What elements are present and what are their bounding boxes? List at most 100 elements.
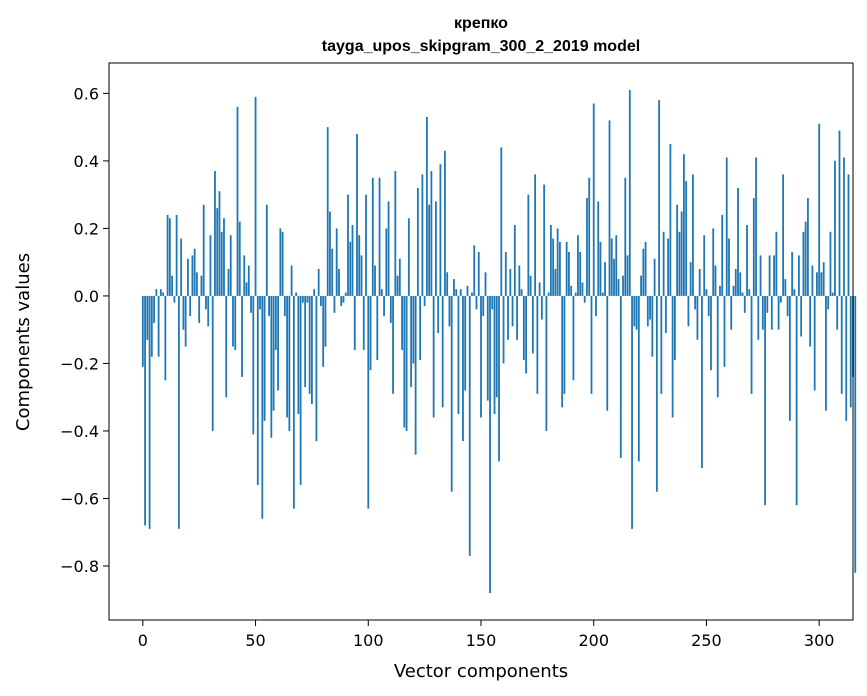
bar-213 (622, 275, 624, 296)
bar-160 (502, 295, 505, 364)
bar-34 (218, 191, 221, 296)
bar-252 (710, 295, 712, 371)
bar-38 (227, 268, 230, 296)
bar-189 (568, 252, 570, 296)
bar-227 (653, 258, 656, 296)
bar-132 (439, 164, 442, 296)
bar-57 (270, 295, 273, 438)
bar-243 (689, 262, 692, 296)
bar-153 (486, 295, 489, 401)
bar-177 (540, 295, 543, 320)
bar-106 (380, 289, 383, 296)
bar-79 (320, 295, 322, 307)
y-tick-label: 0.0 (74, 287, 99, 306)
bar-199 (590, 295, 593, 394)
bar-259 (725, 157, 728, 296)
bar-29 (207, 295, 210, 327)
bar-129 (432, 295, 435, 418)
bar-41 (234, 295, 237, 350)
bar-173 (531, 295, 534, 354)
bar-175 (536, 295, 539, 394)
bar-107 (383, 295, 385, 317)
bar-212 (619, 295, 622, 458)
bar-186 (561, 295, 564, 408)
x-axis-ticks: 0 50 100 150 200 250 300 (138, 620, 834, 650)
bar-80 (322, 295, 325, 367)
bar-11 (166, 214, 169, 296)
bar-267 (743, 295, 746, 313)
bar-188 (565, 241, 568, 296)
bar-206 (606, 295, 609, 411)
bar-92 (349, 241, 352, 296)
bar-82 (326, 127, 329, 296)
bar-309 (838, 130, 841, 296)
bar-47 (247, 265, 250, 296)
bar-39 (229, 235, 232, 296)
bar-241 (685, 181, 688, 296)
bar-122 (416, 187, 419, 296)
bar-119 (410, 295, 413, 388)
bar-265 (739, 272, 742, 296)
bar-36 (223, 218, 225, 296)
bar-18 (182, 295, 185, 330)
bar-141 (459, 289, 462, 296)
bar-118 (407, 218, 410, 296)
bar-303 (825, 295, 827, 411)
bar-5 (153, 295, 155, 323)
bar-121 (414, 295, 417, 455)
bar-148 (475, 295, 478, 310)
bar-2 (146, 295, 149, 340)
bar-307 (834, 160, 836, 296)
bar-142 (462, 295, 464, 442)
bar-266 (741, 292, 744, 296)
bar-238 (678, 231, 681, 296)
bar-64 (286, 295, 289, 418)
bar-138 (453, 279, 455, 296)
bar-251 (707, 295, 710, 317)
bar-105 (378, 177, 381, 296)
bar-168 (520, 289, 523, 296)
y-axis-ticks: −0.8 −0.6 −0.4 −0.2 0.0 0.2 0.4 0.6 (60, 84, 109, 576)
bar-54 (263, 295, 266, 421)
bar-10 (164, 295, 167, 381)
chart-subtitle: tayga_upos_skipgram_300_2_2019 model (322, 38, 640, 55)
bar-0 (141, 295, 144, 367)
bar-31 (211, 295, 214, 431)
bar-244 (692, 174, 694, 296)
bar-52 (259, 295, 261, 310)
bar-287 (788, 295, 791, 421)
bar-135 (446, 272, 449, 296)
bar-131 (437, 295, 440, 334)
bar-271 (752, 198, 755, 296)
bar-70 (299, 295, 302, 485)
bar-124 (421, 174, 424, 296)
bar-74 (308, 295, 311, 394)
x-tick-label: 100 (353, 631, 384, 650)
bar-17 (180, 238, 183, 296)
bar-85 (333, 295, 336, 313)
bar-232 (664, 295, 667, 334)
bar-7 (157, 295, 160, 357)
bar-297 (811, 265, 814, 296)
bar-236 (673, 295, 676, 361)
bar-73 (306, 295, 309, 303)
bar-268 (746, 225, 748, 296)
bar-59 (274, 295, 277, 350)
bar-15 (175, 214, 178, 296)
bar-222 (642, 248, 645, 296)
bar-260 (728, 238, 730, 296)
bar-228 (655, 295, 658, 492)
bar-255 (716, 295, 719, 398)
bar-237 (676, 204, 679, 296)
bar-270 (750, 295, 753, 394)
bar-66 (290, 265, 293, 296)
bar-163 (509, 268, 512, 296)
bar-158 (498, 295, 500, 462)
bar-13 (171, 275, 174, 296)
bar-240 (683, 154, 685, 296)
bar-137 (450, 295, 453, 492)
bar-239 (680, 211, 683, 296)
bar-198 (588, 177, 591, 296)
bar-274 (759, 255, 762, 296)
bar-60 (277, 295, 279, 391)
